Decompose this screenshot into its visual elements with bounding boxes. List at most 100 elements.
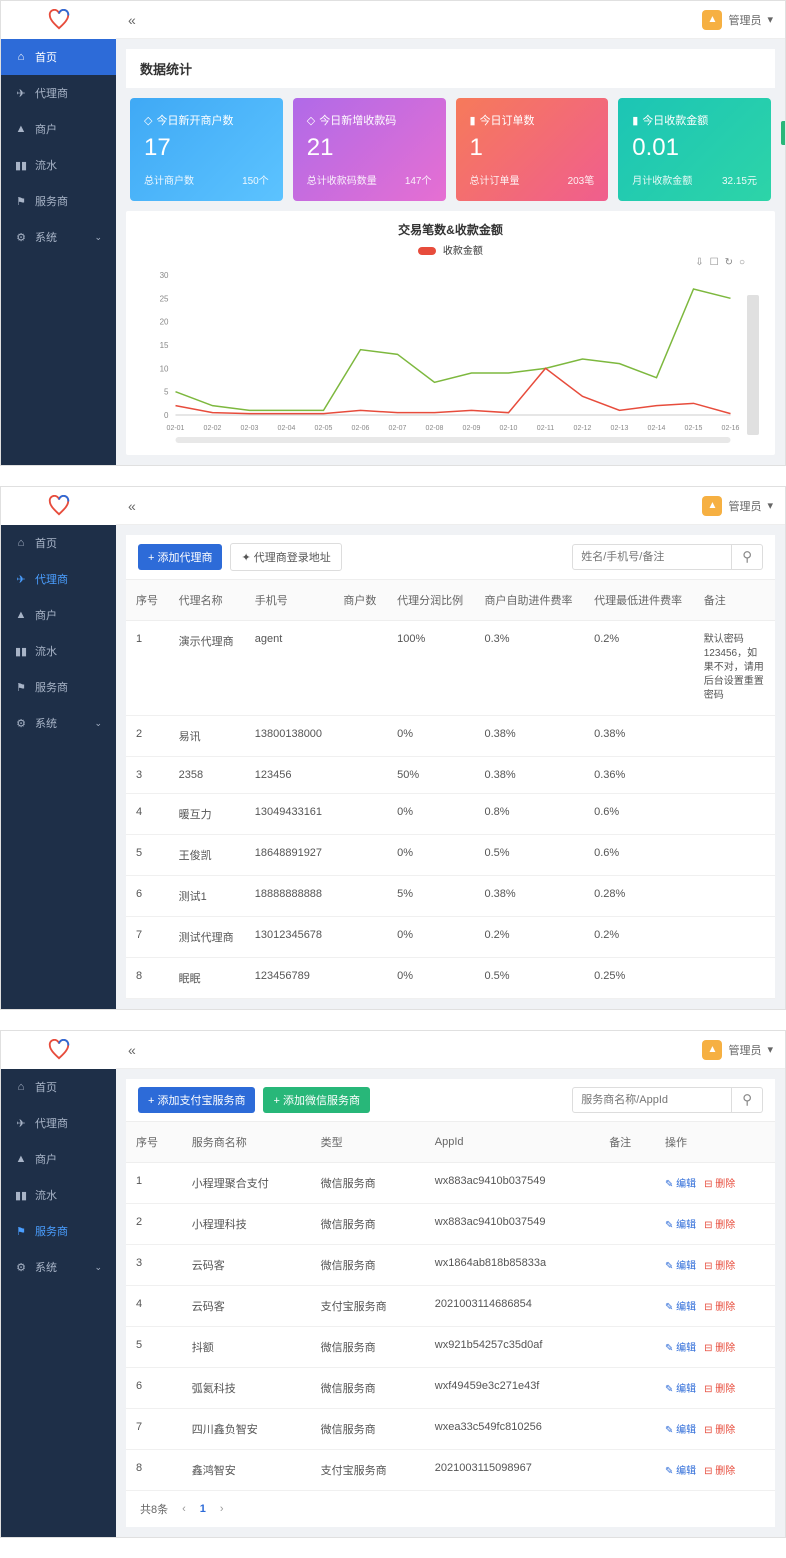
- nav-flow[interactable]: ▮▮流水: [1, 1177, 116, 1213]
- topbar: « ▲ 管理员 ▾: [116, 487, 785, 525]
- edit-link[interactable]: ✎ 编辑: [665, 1466, 696, 1477]
- agent-table: 序号代理名称手机号商户数代理分润比例商户自助进件费率代理最低进件费率备注 1演示…: [126, 580, 775, 999]
- nav-merchant[interactable]: ▲商户: [1, 597, 116, 633]
- stat-value: 0.01: [632, 134, 757, 162]
- edit-link[interactable]: ✎ 编辑: [665, 1425, 696, 1436]
- gear-icon: ⚙: [15, 717, 27, 729]
- chevron-down-icon: ⌄: [94, 232, 102, 243]
- user-icon: ▲: [15, 123, 27, 135]
- search-input[interactable]: [572, 544, 732, 570]
- collapse-button[interactable]: «: [128, 498, 136, 514]
- nav-label: 商户: [35, 1151, 57, 1167]
- stat-title: ◇ 今日新开商户数: [144, 112, 269, 128]
- chart-scrollbar[interactable]: [747, 295, 759, 435]
- nav-agent[interactable]: ✈代理商: [1, 75, 116, 111]
- nav-home[interactable]: ⌂首页: [1, 1069, 116, 1105]
- delete-link[interactable]: ⊟ 删除: [704, 1343, 735, 1354]
- add-alipay-button[interactable]: + 添加支付宝服务商: [138, 1087, 255, 1113]
- main-area: « ▲ 管理员 ▾ + 添加代理商 ✦ 代理商登录地址 ⚲ 序号代理名称手机号商…: [116, 487, 785, 1009]
- avatar-icon: ▲: [702, 496, 722, 516]
- nav-system[interactable]: ⚙系统⌄: [1, 1249, 116, 1285]
- stat-title: ▮ 今日订单数: [470, 112, 595, 128]
- add-wechat-button[interactable]: + 添加微信服务商: [263, 1087, 369, 1113]
- svg-text:02-03: 02-03: [241, 425, 259, 432]
- flag-icon: ⚑: [15, 195, 27, 207]
- delete-link[interactable]: ⊟ 删除: [704, 1179, 735, 1190]
- user-badge[interactable]: ▲ 管理员 ▾: [702, 10, 773, 30]
- stat-cards: ◇ 今日新开商户数 17 总计商户数150个◇ 今日新增收款码 21 总计收款码…: [126, 98, 775, 201]
- chart-box: 交易笔数&收款金额 收款金额 ⇩☐↻○ 05101520253002-0102-…: [126, 211, 775, 455]
- nav-home[interactable]: ⌂首页: [1, 525, 116, 561]
- stat-icon: ◇: [307, 114, 315, 127]
- bars-icon: ▮▮: [15, 1189, 27, 1201]
- stat-title: ◇ 今日新增收款码: [307, 112, 432, 128]
- delete-link[interactable]: ⊟ 删除: [704, 1302, 735, 1313]
- edit-link[interactable]: ✎ 编辑: [665, 1261, 696, 1272]
- nav-flow[interactable]: ▮▮ 流水: [1, 633, 116, 669]
- nav-service[interactable]: ⚑服务商: [1, 669, 116, 705]
- table-row: 8鑫鸿智安支付宝服务商2021003115098967✎ 编辑⊟ 删除: [126, 1450, 775, 1491]
- delete-link[interactable]: ⊟ 删除: [704, 1261, 735, 1272]
- user-name: 管理员: [728, 1042, 761, 1058]
- flag-icon: ⚑: [15, 1225, 27, 1237]
- stat-icon: ▮: [470, 114, 476, 127]
- page-prev[interactable]: ‹: [176, 1501, 192, 1517]
- nav-service[interactable]: ⚑服务商: [1, 183, 116, 219]
- delete-link[interactable]: ⊟ 删除: [704, 1220, 735, 1231]
- stat-icon: ▮: [632, 114, 638, 127]
- page-current[interactable]: 1: [200, 1503, 206, 1515]
- add-agent-button[interactable]: + 添加代理商: [138, 544, 222, 570]
- edit-link[interactable]: ✎ 编辑: [665, 1220, 696, 1231]
- nav-agent[interactable]: ✈代理商: [1, 561, 116, 597]
- table-header: 序号: [126, 1122, 182, 1163]
- search-button[interactable]: ⚲: [732, 544, 763, 570]
- svg-text:02-02: 02-02: [204, 425, 222, 432]
- svg-text:02-07: 02-07: [389, 425, 407, 432]
- search-input[interactable]: [572, 1087, 732, 1113]
- nav-service[interactable]: ⚑ 服务商: [1, 1213, 116, 1249]
- delete-link[interactable]: ⊟ 删除: [704, 1384, 735, 1395]
- nav-label: 服务商: [35, 1223, 68, 1239]
- table-row: 7测试代理商130123456780%0.2%0.2%: [126, 917, 775, 958]
- bars-icon: ▮▮: [15, 645, 27, 657]
- collapse-button[interactable]: «: [128, 12, 136, 28]
- dropdown-icon: ▾: [767, 499, 773, 512]
- stat-footer: 月计收款金额32.15元: [632, 172, 757, 187]
- stat-card: ◇ 今日新开商户数 17 总计商户数150个: [130, 98, 283, 201]
- table-header: 序号: [126, 580, 169, 621]
- pagination: 共8条 ‹ 1 ›: [126, 1491, 775, 1527]
- agent-login-url-button[interactable]: ✦ 代理商登录地址: [230, 543, 341, 571]
- logo-area: [1, 487, 116, 525]
- nav-system[interactable]: ⚙系统⌄: [1, 705, 116, 741]
- user-badge[interactable]: ▲ 管理员 ▾: [702, 496, 773, 516]
- table-row: 2易讯138001380000%0.38%0.38%: [126, 716, 775, 757]
- nav-label: 商户: [35, 607, 57, 623]
- delete-link[interactable]: ⊟ 删除: [704, 1466, 735, 1477]
- avatar-icon: ▲: [702, 1040, 722, 1060]
- stat-card: ▮ 今日订单数 1 总计订单量203笔: [456, 98, 609, 201]
- svg-text:02-15: 02-15: [685, 425, 703, 432]
- nav-home[interactable]: ⌂首页: [1, 39, 116, 75]
- nav-system[interactable]: ⚙系统⌄: [1, 219, 116, 255]
- edit-link[interactable]: ✎ 编辑: [665, 1179, 696, 1190]
- table-row: 5抖额微信服务商wx921b54257c35d0af✎ 编辑⊟ 删除: [126, 1327, 775, 1368]
- stat-icon: ◇: [144, 114, 152, 127]
- svg-text:25: 25: [160, 294, 169, 303]
- nav-merchant[interactable]: ▲商户: [1, 111, 116, 147]
- page-next[interactable]: ›: [214, 1501, 230, 1517]
- nav-agent[interactable]: ✈代理商: [1, 1105, 116, 1141]
- table-header: 商户自助进件费率: [474, 580, 584, 621]
- dropdown-icon: ▾: [767, 13, 773, 26]
- edit-link[interactable]: ✎ 编辑: [665, 1384, 696, 1395]
- nav-label: 系统: [35, 715, 57, 731]
- search-button[interactable]: ⚲: [732, 1087, 763, 1113]
- nav-label: 流水: [35, 643, 57, 659]
- logo-area: [1, 1, 116, 39]
- edit-link[interactable]: ✎ 编辑: [665, 1302, 696, 1313]
- edit-link[interactable]: ✎ 编辑: [665, 1343, 696, 1354]
- user-badge[interactable]: ▲ 管理员 ▾: [702, 1040, 773, 1060]
- delete-link[interactable]: ⊟ 删除: [704, 1425, 735, 1436]
- nav-merchant[interactable]: ▲商户: [1, 1141, 116, 1177]
- collapse-button[interactable]: «: [128, 1042, 136, 1058]
- nav-flow[interactable]: ▮▮流水: [1, 147, 116, 183]
